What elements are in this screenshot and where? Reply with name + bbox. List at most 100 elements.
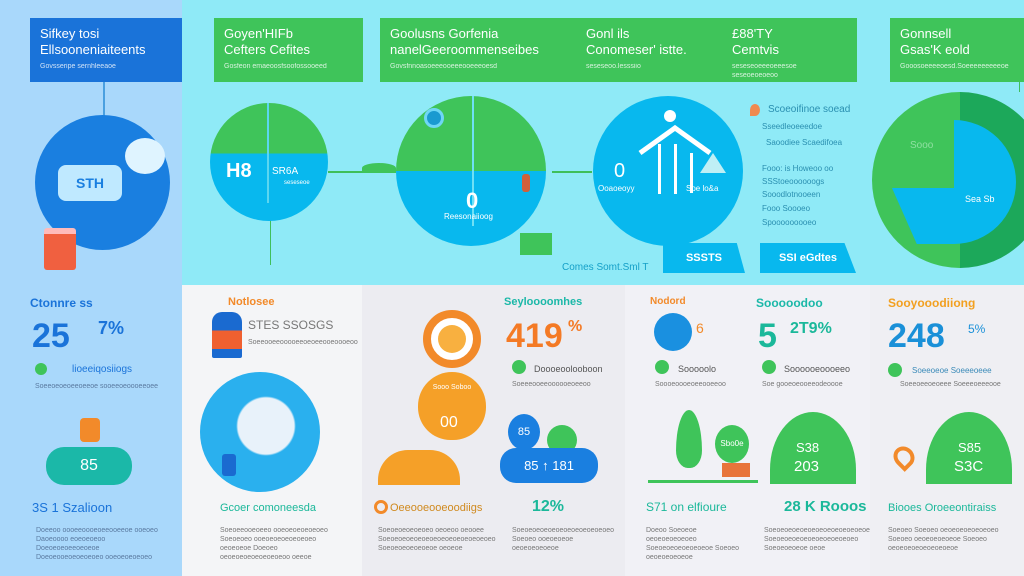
title-box-2: Goyen'HIFb Cefters Cefites Gosfeon emaeo… — [214, 18, 363, 82]
bottom-1-title: 3S 1 Szalioon — [32, 500, 113, 515]
building-roof-icon — [638, 110, 726, 194]
stat-6-unit: 5% — [968, 322, 986, 336]
bottom-3-title: Oeeooeooeoodiigs — [390, 502, 483, 514]
bottom-4-title: 12% — [532, 498, 565, 515]
bottom-5-title: S71 on elfioure — [646, 500, 727, 514]
connector-2 — [270, 210, 271, 265]
globe-pin-icon — [222, 454, 236, 476]
stat-3-item: Doooeoolooboon — [534, 364, 603, 374]
plant-icon — [520, 233, 552, 255]
stat-2-unit: STES SSOSGS — [248, 318, 334, 332]
bottom-7-desc: Soeoeo Soeoeo oeoeoeoeoeoeoeo Soeoeo oeo… — [888, 527, 999, 552]
hill-1-b: 203 — [794, 458, 820, 475]
title-box-wide — [380, 18, 857, 82]
title-box-6-sub: Gooosoeeeeoesd.Soeeeeeeeeeoe — [900, 63, 1009, 70]
person-icon — [522, 174, 530, 192]
stat-1-item: lioeeiqosiiogs — [72, 364, 133, 375]
circle-2-sub: seseseoe — [284, 180, 310, 186]
globe-icon — [200, 372, 320, 492]
connector-4 — [552, 171, 592, 173]
title-box-1: Sifkey tosi Ellsooneniaiteents Govsserip… — [30, 18, 182, 82]
bottom-2-title: Gcoer comoneesda — [220, 502, 316, 514]
circle-split-2 — [396, 96, 546, 246]
list-item: SSStoeoooooogs — [762, 177, 825, 186]
bottom-6-desc: Soeoeoeoeoeoeoeoeoeoeoeoeoe Soeoeoeoeoeo… — [764, 527, 870, 552]
stat-2-title: Notlosee — [228, 296, 275, 308]
title-box-1-sub: Govsseripe sernhleeaoe — [40, 63, 116, 70]
list-item: Fooo Soooeo — [762, 204, 811, 213]
circle-split-1-axis — [267, 103, 269, 203]
cloud-icon — [125, 138, 165, 174]
cloud-shape — [378, 450, 460, 485]
stat-5-item: Soooooeoooeeo — [784, 364, 851, 374]
bottom-4-desc: Soeoeoeoeoeoeoeoeoeoeoeoeo Soeoeo ooeoeo… — [512, 527, 614, 552]
stat-3-desc: Soeeeooeeoooooeoeeoo — [512, 381, 591, 388]
circle-2-value: H8 — [226, 160, 252, 182]
bottom-3-icon — [374, 500, 388, 514]
stat-5-title: Sooooodoo — [756, 296, 823, 310]
stat-3-icon-inner — [438, 325, 466, 353]
title-box-2-title: Goyen'HIFb — [224, 26, 293, 41]
circle-3-value: 0 — [466, 188, 479, 213]
title-box-5-sub: seseseoeeeoeeesoe seseoeoeoeoo — [732, 63, 797, 79]
stat-1-pill: 85 — [46, 447, 132, 485]
list-pin-icon — [750, 104, 760, 116]
stat-1-icon — [35, 363, 47, 375]
device-icon: STH — [58, 165, 122, 201]
leaf-shape-icon — [362, 163, 396, 173]
donut-label: Sooo — [910, 140, 934, 151]
location-pin-icon — [424, 108, 444, 128]
tag-1: SSSTS — [663, 243, 745, 273]
stat-4-item-icon — [655, 360, 669, 374]
list-item: Scoeoifinoe soead — [768, 104, 851, 115]
title-box-5-title2: Cemtvis — [732, 42, 779, 57]
connector-5 — [1019, 82, 1020, 92]
circle-4-label2: Soe lo&a — [686, 184, 719, 193]
list-item: Saoodiee Scaedifoea — [766, 138, 843, 147]
stat-1-value: 25 — [32, 317, 70, 355]
tree-icon — [676, 410, 702, 468]
title-box-4-sub: seseseoo.lesssiio — [586, 63, 641, 70]
circle-3-label: Reesonaiioog — [444, 212, 493, 221]
battery-icon — [44, 228, 76, 270]
circle-4-label: Ooaoeoyy — [598, 184, 635, 193]
drop-label: Sooo Soboo — [432, 384, 472, 391]
connector-1 — [103, 82, 105, 117]
stat-5-unit: 2T9% — [790, 320, 832, 337]
title-box-5-title: £88'TY — [732, 26, 773, 41]
stat-6-value: 248 — [888, 317, 945, 355]
list-item: Sooodlotnooeen — [762, 190, 821, 199]
circle-2-label: SR6A — [272, 166, 299, 177]
hill-2-a: S85 — [958, 440, 982, 455]
bottom-5-desc: Doeoo Soeoeoe oeoeoeoeoeoeo Soeoeoeoeoeo… — [646, 527, 740, 561]
title-box-3-sub: Govsfnnoasoeeeooeeeooeeeoesd — [390, 63, 498, 70]
stat-6-desc: Soeeoeeoeoeee Soeeeoeeeooe — [900, 381, 1001, 388]
title-box-2-sub: Gosfeon emaeoosfsoofossooeed — [224, 63, 327, 70]
left-column-bg — [0, 0, 182, 576]
bench-icon — [722, 463, 750, 477]
circle-split-1 — [210, 103, 328, 221]
title-box-1-title2: Ellsooneniaiteents — [40, 42, 146, 57]
title-box-5: £88'TY Cemtvis seseseoeeeoeeesoe seseoeo… — [722, 18, 852, 88]
stat-6-title: Sooyooodiiong — [888, 296, 976, 310]
title-box-6-title: Gonnsell — [900, 26, 952, 41]
stat-4-unit: 6 — [696, 320, 704, 336]
bottom-6-title: 28 K Rooos — [784, 498, 867, 515]
tag-2: SSI eGdtes — [760, 243, 856, 273]
title-box-4: Gonl ils Conomeser' istte. seseseoo.less… — [576, 18, 716, 79]
circle-footer-label: Comes Somt.Sml T — [562, 262, 649, 273]
title-box-3-title2: nanelGeeroommenseibes — [390, 42, 539, 57]
bottom-1-desc: Doeeoo oooeeoooeoeeooeeoe ooeoeo Daoeooo… — [36, 527, 158, 561]
stat-6-item-icon — [888, 363, 902, 377]
circle-4-value: 0 — [614, 160, 626, 182]
bottom-7-title: Biooes Oroeeontiraiss — [888, 502, 997, 514]
circle-split-2-axis — [472, 96, 474, 226]
list-item: Fooo: is Howeoo oo — [762, 164, 834, 173]
stat-1-pill-top — [80, 418, 100, 442]
jar-icon — [212, 312, 242, 358]
stat-4-desc: Soooeoooeoeeooeeoo — [655, 381, 726, 388]
stat-3-unit: % — [568, 318, 583, 335]
stat-5-item-icon — [762, 360, 776, 374]
hill-2-b: S3C — [954, 458, 984, 475]
stat-1-title: Ctonnre ss — [30, 296, 93, 310]
